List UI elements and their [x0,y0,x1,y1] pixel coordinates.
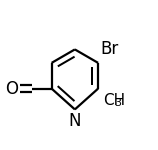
Text: 3: 3 [115,98,122,108]
Text: Br: Br [101,40,119,58]
Text: O: O [6,80,18,98]
Text: N: N [69,112,81,130]
Text: CH: CH [103,93,125,108]
